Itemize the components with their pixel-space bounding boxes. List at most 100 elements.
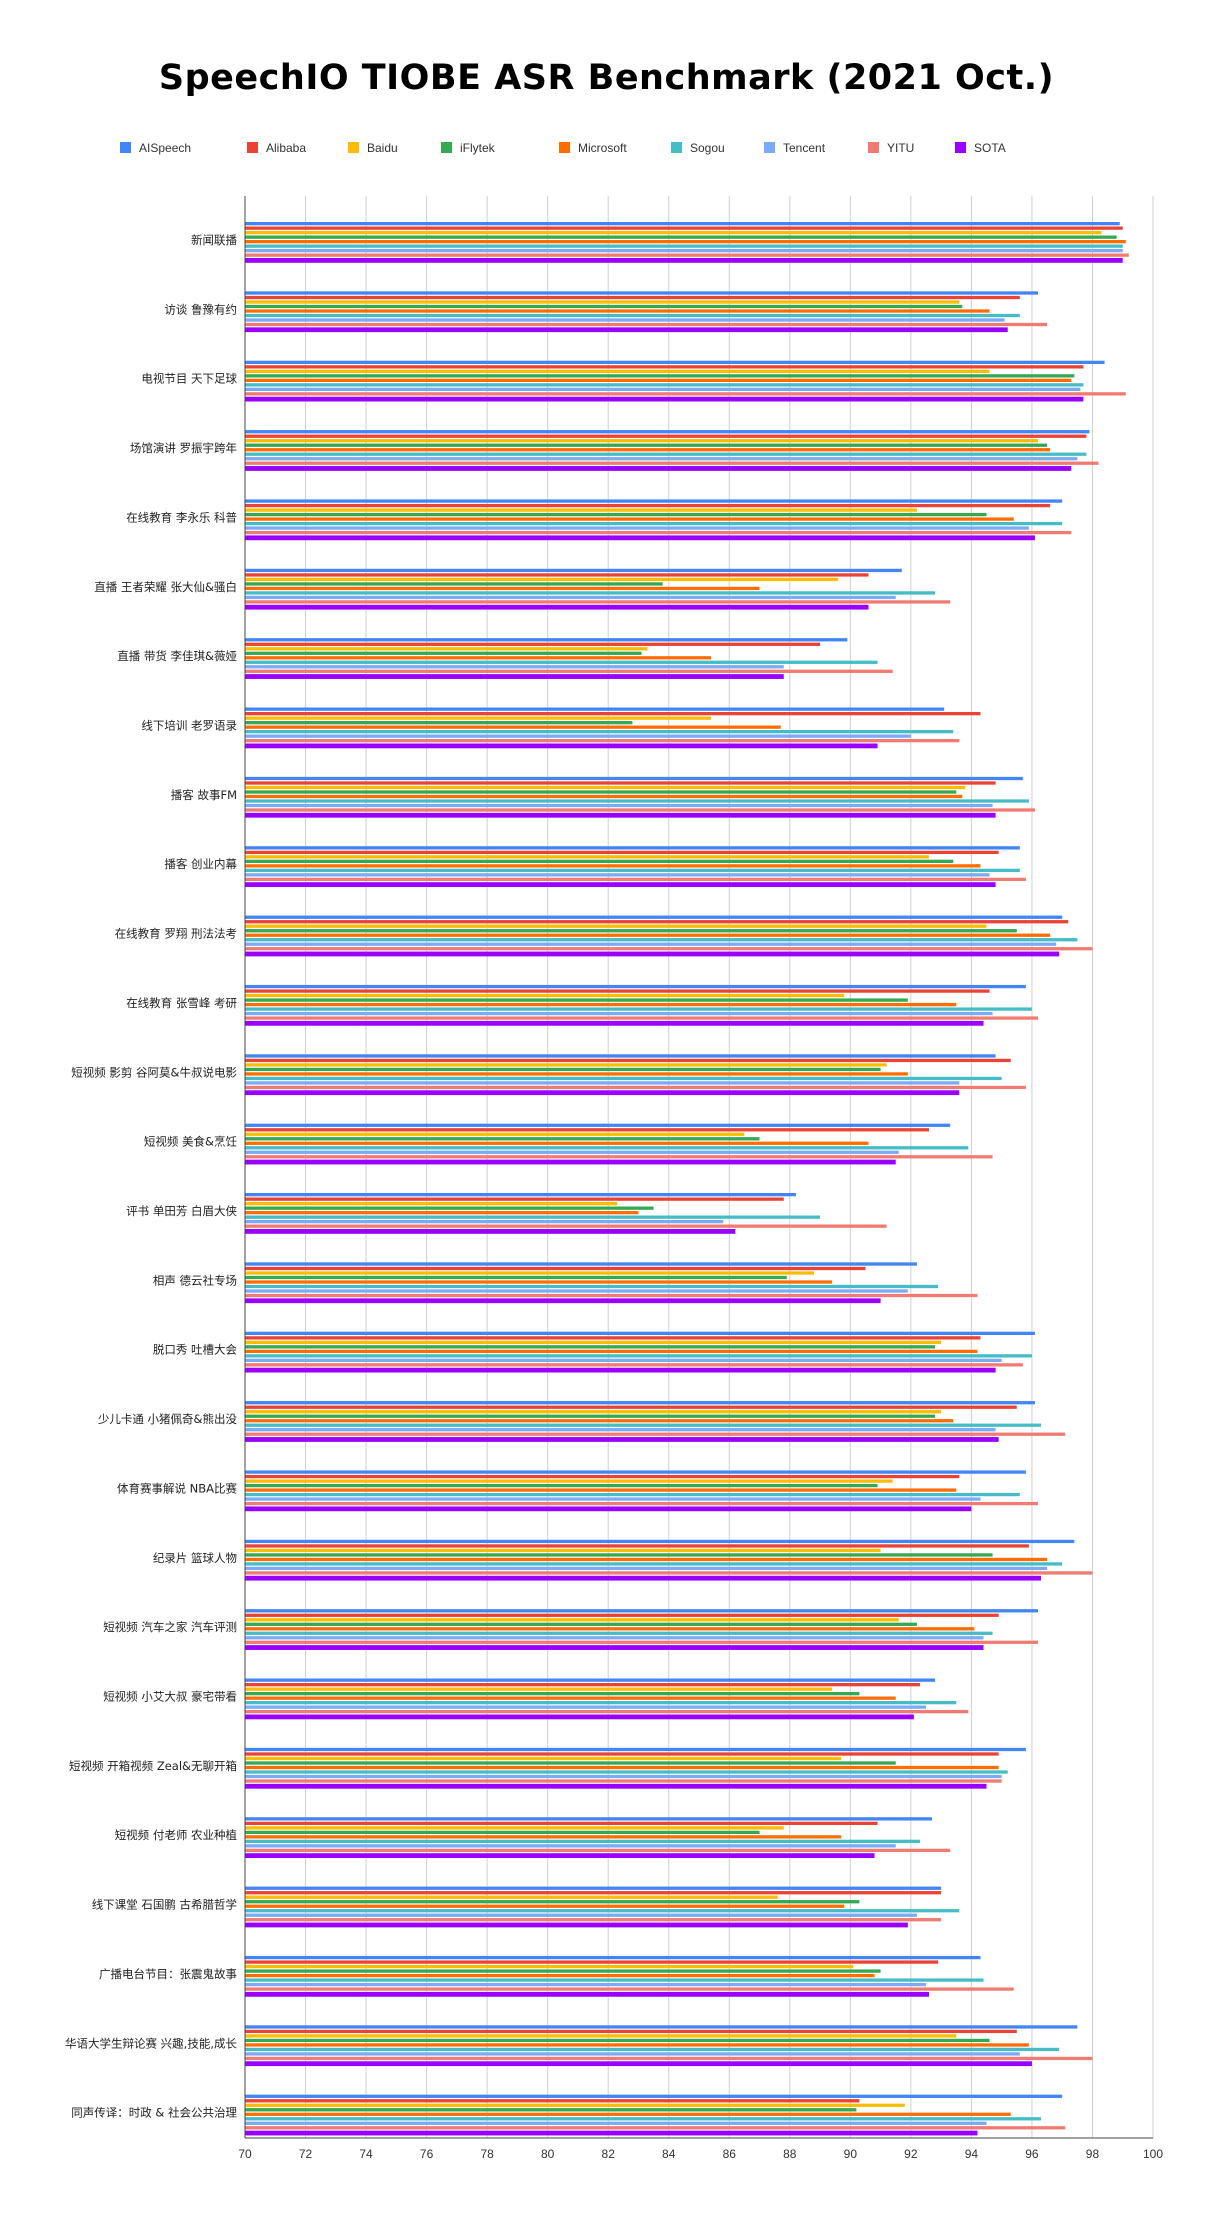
legend-item-baidu[interactable]: Baidu: [348, 141, 398, 155]
x-tick-label: 86: [723, 2147, 737, 2161]
bar-group: [245, 1886, 960, 1928]
bar-baidu: [245, 1895, 778, 1899]
bar-aispeech: [245, 1470, 1026, 1474]
bar-group: [245, 1747, 1026, 1789]
bar-microsoft: [245, 1280, 833, 1284]
legend-label: YITU: [887, 141, 914, 155]
bar-tencent: [245, 526, 1029, 530]
legend-item-alibaba[interactable]: Alibaba: [247, 141, 306, 155]
bar-tencent: [245, 665, 784, 669]
legend-item-tencent[interactable]: Tencent: [764, 141, 826, 155]
bar-microsoft: [245, 2043, 1029, 2047]
legend-swatch: [764, 142, 775, 153]
bar-iflytek: [245, 1622, 917, 1626]
legend-item-microsoft[interactable]: Microsoft: [559, 141, 627, 155]
legend-swatch: [247, 142, 258, 153]
category-label: 播客 故事FM: [171, 788, 237, 802]
bar-tencent: [245, 1289, 908, 1293]
legend-swatch: [671, 142, 682, 153]
bar-iflytek: [245, 1067, 881, 1072]
bar-alibaba: [245, 1405, 1017, 1409]
bar-sogou: [245, 591, 936, 595]
bar-tencent: [245, 1913, 917, 1917]
bar-yitu: [245, 461, 1099, 465]
bar-iflytek: [245, 1483, 878, 1488]
bar-sogou: [245, 1909, 960, 1913]
bar-group: [245, 984, 1038, 1026]
bar-microsoft: [245, 656, 712, 660]
bar-alibaba: [245, 1266, 866, 1271]
bar-alibaba: [245, 1683, 920, 1687]
bar-yitu: [245, 1432, 1066, 1436]
legend-swatch: [348, 142, 359, 153]
bar-alibaba: [245, 1891, 942, 1895]
bar-alibaba: [245, 1613, 999, 1617]
bar-yitu: [245, 1848, 951, 1853]
bar-iflytek: [245, 651, 642, 655]
legend-item-aispeech[interactable]: AISpeech: [120, 141, 191, 155]
legend-item-yitu[interactable]: YITU: [868, 141, 914, 155]
bar-sota: [245, 1922, 908, 1928]
bar-tencent: [245, 318, 1005, 322]
bar-baidu: [245, 508, 917, 512]
bar-iflytek: [245, 443, 1048, 447]
bar-microsoft: [245, 1696, 896, 1700]
bar-aispeech: [245, 2025, 1078, 2029]
x-tick-label: 78: [480, 2147, 494, 2161]
bar-group: [245, 430, 1099, 471]
bar-aispeech: [245, 638, 848, 642]
bar-tencent: [245, 2121, 987, 2125]
bar-sogou: [245, 244, 1123, 248]
legend-label: iFlytek: [460, 141, 496, 155]
x-tick-label: 82: [602, 2147, 616, 2161]
bar-aispeech: [245, 2094, 1063, 2098]
bar-group: [245, 707, 981, 749]
bar-iflytek: [245, 2108, 857, 2112]
bar-aispeech: [245, 1886, 942, 1890]
bar-yitu: [245, 877, 1026, 882]
bar-baidu: [245, 1132, 745, 1136]
legend-label: Alibaba: [266, 141, 306, 155]
legend-label: Baidu: [367, 141, 398, 155]
bar-alibaba: [245, 226, 1123, 230]
bar-sota: [245, 1783, 987, 1789]
category-label: 短视频 开箱视频 Zeal&无聊开箱: [69, 1759, 237, 1773]
bar-sogou: [245, 1562, 1063, 1566]
bar-iflytek: [245, 1137, 760, 1141]
bar-tencent: [245, 457, 1078, 461]
x-tick-label: 76: [420, 2147, 434, 2161]
bar-tencent: [245, 1982, 926, 1987]
legend-label: Sogou: [690, 141, 725, 155]
bar-tencent: [245, 595, 896, 600]
bar-yitu: [245, 1710, 969, 1714]
bar-group: [245, 568, 951, 610]
legend-item-iflytek[interactable]: iFlytek: [441, 141, 496, 155]
bar-iflytek: [245, 929, 1017, 933]
bar-group: [245, 1262, 978, 1304]
bar-group: [245, 1193, 887, 1234]
bar-aispeech: [245, 1678, 936, 1682]
bar-sota: [245, 2130, 978, 2136]
bar-sota: [245, 466, 1072, 471]
bar-sota: [245, 258, 1123, 263]
bar-yitu: [245, 1293, 978, 1298]
bar-tencent: [245, 2052, 1020, 2056]
category-label: 相声 德云社专场: [153, 1273, 237, 1287]
bar-sota: [245, 1229, 736, 1234]
legend-item-sota[interactable]: SOTA: [955, 141, 1006, 155]
bar-group: [245, 1470, 1038, 1512]
bar-group: [245, 1331, 1035, 1373]
bar-baidu: [245, 1479, 893, 1483]
bar-sogou: [245, 1146, 969, 1150]
bar-microsoft: [245, 864, 981, 868]
bar-sota: [245, 882, 996, 888]
bar-baidu: [245, 369, 990, 374]
legend: AISpeech Alibaba Baidu iFlytek Microsoft Sogo…: [120, 141, 1006, 155]
bar-baidu: [245, 1756, 842, 1761]
legend-item-sogou[interactable]: Sogou: [671, 141, 725, 155]
bar-yitu: [245, 253, 1129, 257]
bar-sota: [245, 1367, 996, 1373]
bar-microsoft: [245, 2112, 1011, 2116]
bar-tencent: [245, 1081, 960, 1085]
legend-label: SOTA: [974, 141, 1006, 155]
